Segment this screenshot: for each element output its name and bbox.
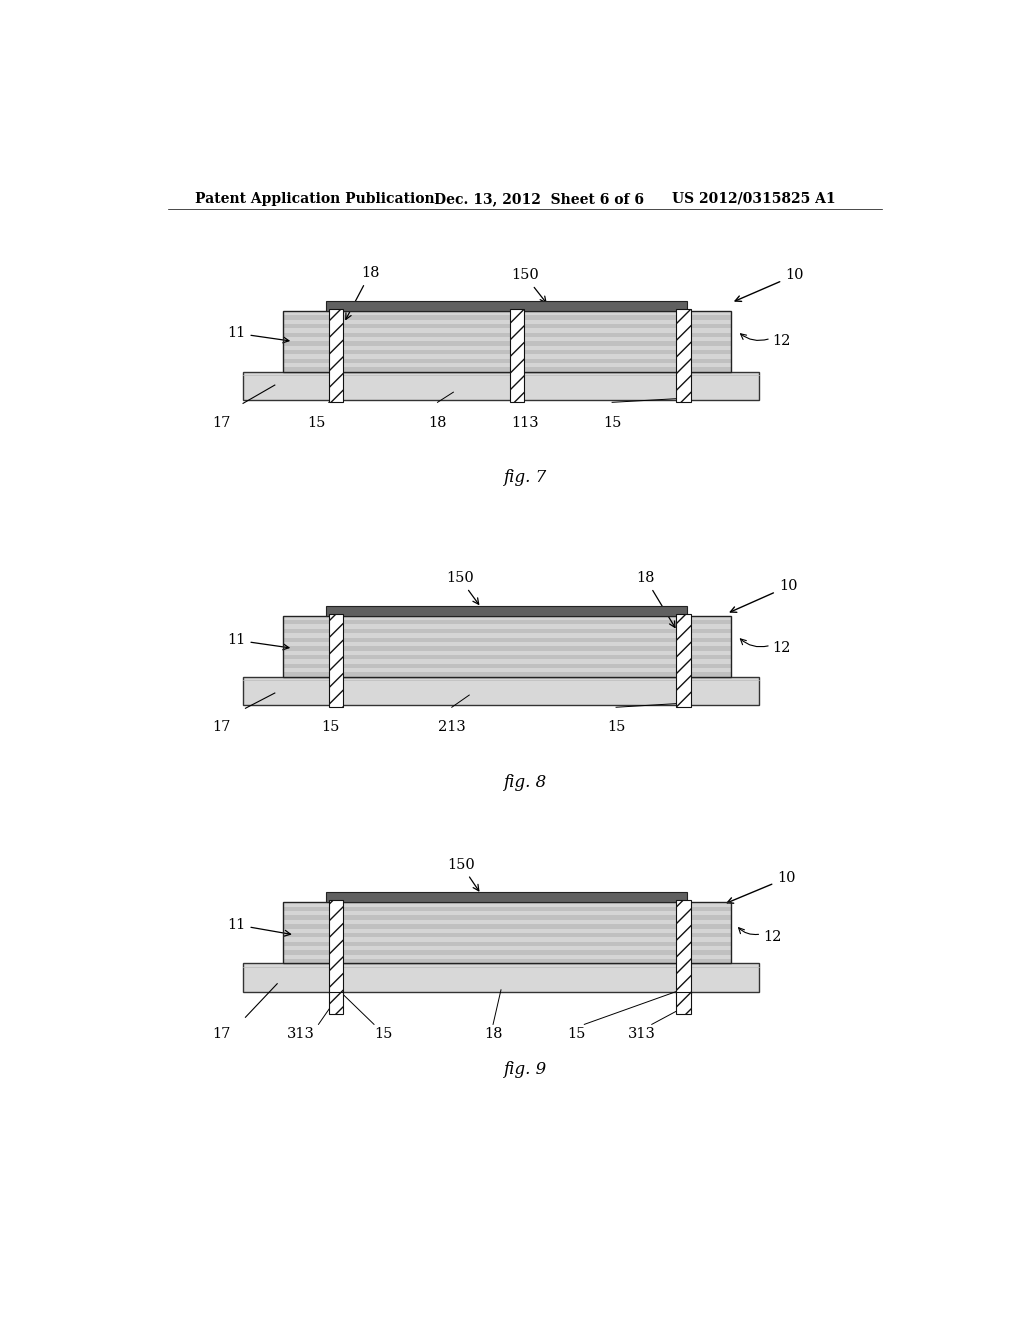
Bar [677,614,690,708]
Bar [283,659,731,664]
Bar [283,333,731,337]
Bar [283,916,731,920]
Bar [283,655,731,660]
Text: 17: 17 [212,721,230,734]
Bar [283,920,731,924]
Bar [677,991,690,1014]
Bar [677,309,690,403]
Bar [283,323,731,329]
Bar [283,615,731,677]
Bar [283,903,731,907]
Bar [283,647,731,651]
Bar [329,900,343,994]
Text: 15: 15 [603,416,622,429]
Bar [243,677,759,705]
Bar [283,363,731,367]
Text: fig. 7: fig. 7 [503,470,547,486]
Bar [283,312,731,315]
Bar [283,329,731,333]
Bar [283,907,731,911]
Bar [327,606,687,615]
Bar [327,301,687,312]
Bar [283,638,731,642]
Text: fig. 9: fig. 9 [503,1061,547,1078]
Bar [243,964,759,991]
Bar [283,312,731,372]
Bar [329,309,343,403]
Bar [329,991,343,1014]
Text: 15: 15 [322,721,340,734]
Bar [283,651,731,655]
Bar [283,342,731,346]
Text: 11: 11 [227,326,289,343]
Text: 12: 12 [772,334,791,348]
Text: 18: 18 [483,1027,503,1041]
Text: 17: 17 [212,1027,230,1041]
Bar [283,928,731,933]
Text: Patent Application Publication: Patent Application Publication [196,191,435,206]
Text: 18: 18 [346,267,379,319]
Bar [283,672,731,677]
Bar [243,372,759,400]
Text: 10: 10 [727,871,796,903]
Bar [283,664,731,668]
Bar [283,624,731,628]
Bar [283,642,731,647]
Bar [283,346,731,350]
Text: 313: 313 [287,1027,315,1041]
Bar [329,614,343,708]
Text: 10: 10 [730,579,798,612]
Bar [283,350,731,355]
Text: 15: 15 [307,416,326,429]
Bar [283,933,731,937]
Text: 18: 18 [636,572,675,627]
Bar [283,367,731,372]
Text: 12: 12 [763,931,781,944]
Text: 10: 10 [735,268,804,301]
Bar [283,911,731,916]
Text: 15: 15 [375,1027,393,1041]
Bar [283,950,731,954]
Text: Dec. 13, 2012  Sheet 6 of 6: Dec. 13, 2012 Sheet 6 of 6 [433,191,643,206]
Bar [283,359,731,363]
Bar [283,337,731,342]
Text: 15: 15 [567,1027,586,1041]
Bar [283,616,731,620]
Text: 213: 213 [438,721,466,734]
Bar [283,668,731,672]
Bar [283,960,731,964]
Text: 18: 18 [428,416,446,429]
Bar [283,634,731,638]
Text: 12: 12 [772,642,791,655]
Bar [283,903,731,964]
Text: 17: 17 [212,416,230,429]
Text: 113: 113 [511,416,539,429]
Text: 150: 150 [445,572,478,605]
Bar [283,315,731,319]
Text: US 2012/0315825 A1: US 2012/0315825 A1 [672,191,836,206]
Bar [283,946,731,950]
Bar [283,937,731,941]
Text: 150: 150 [447,858,479,891]
Text: fig. 8: fig. 8 [503,775,547,791]
Bar [283,924,731,928]
Bar [283,941,731,946]
Bar [677,900,690,994]
Text: 11: 11 [227,917,291,936]
Text: 11: 11 [227,634,289,649]
Bar [283,628,731,634]
Text: 15: 15 [607,721,626,734]
Bar [283,620,731,624]
Text: 313: 313 [629,1027,656,1041]
Bar [327,892,687,903]
Bar [283,355,731,359]
Bar [510,309,524,403]
Bar [283,954,731,960]
Text: 150: 150 [511,268,546,302]
Bar [283,319,731,323]
